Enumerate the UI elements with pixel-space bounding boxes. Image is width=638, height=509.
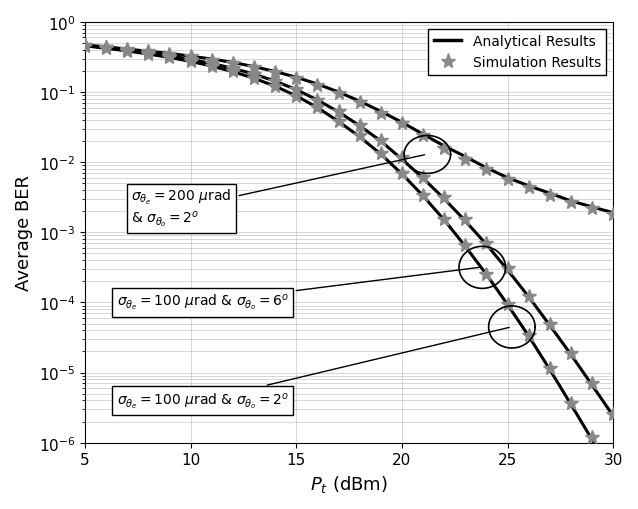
X-axis label: $P_t$ (dBm): $P_t$ (dBm) [310, 473, 388, 494]
Text: $\sigma_{\theta_e} = 100\ \mu$rad & $\sigma_{\theta_o} = 6^o$: $\sigma_{\theta_e} = 100\ \mu$rad & $\si… [117, 268, 480, 313]
Text: $\sigma_{\theta_e} = 200\ \mu$rad
& $\sigma_{\theta_o} = 2^o$: $\sigma_{\theta_e} = 200\ \mu$rad & $\si… [131, 155, 425, 230]
Y-axis label: Average BER: Average BER [15, 175, 33, 291]
Text: $\sigma_{\theta_e} = 100\ \mu$rad & $\sigma_{\theta_o} = 2^o$: $\sigma_{\theta_e} = 100\ \mu$rad & $\si… [117, 328, 509, 411]
Legend: Analytical Results, Simulation Results: Analytical Results, Simulation Results [428, 30, 606, 76]
